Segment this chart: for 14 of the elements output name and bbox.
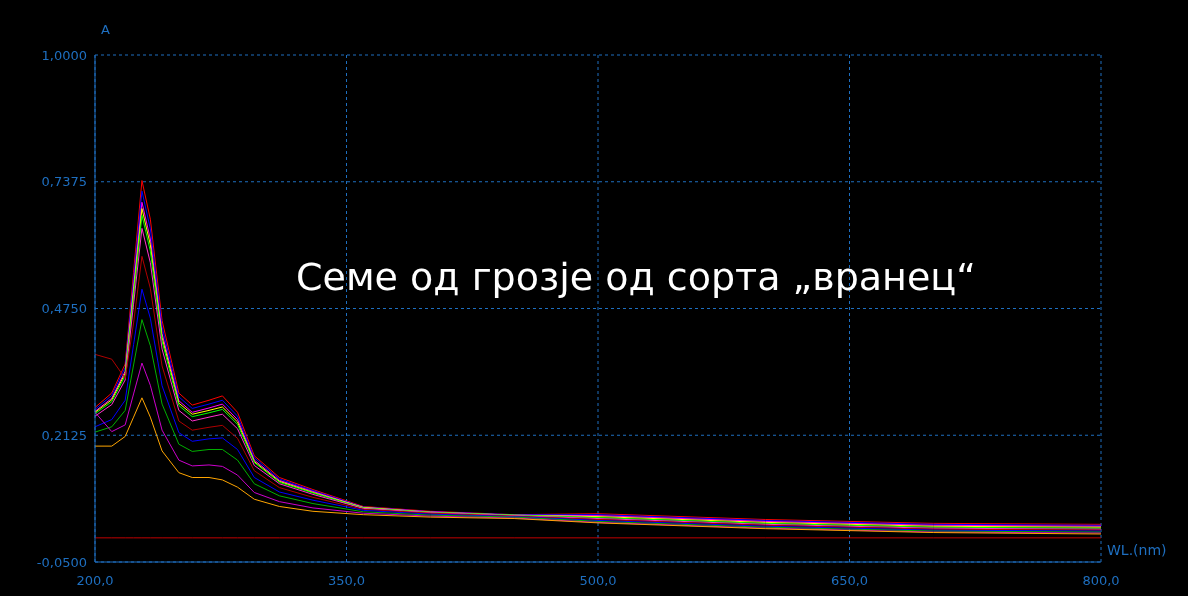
y-tick-label: 1,0000 <box>41 47 87 63</box>
x-tick-label: 800,0 <box>1082 573 1120 589</box>
y-tick-label: -0,0500 <box>36 554 87 570</box>
y-tick-label: 0,4750 <box>41 301 87 317</box>
x-axis-title: WL.(nm) <box>1107 542 1167 558</box>
y-tick-label: 0,2125 <box>41 427 87 443</box>
x-tick-label: 500,0 <box>579 573 617 589</box>
y-tick-label: 0,7375 <box>41 174 87 190</box>
x-tick-label: 200,0 <box>76 573 114 589</box>
x-tick-label: 350,0 <box>327 573 366 589</box>
y-axis-title: A <box>101 22 110 37</box>
line-series <box>95 397 1101 535</box>
annotation: Семе од грозје од сорта „вранец“ <box>296 255 976 299</box>
x-tick-label: 650,0 <box>830 573 869 589</box>
